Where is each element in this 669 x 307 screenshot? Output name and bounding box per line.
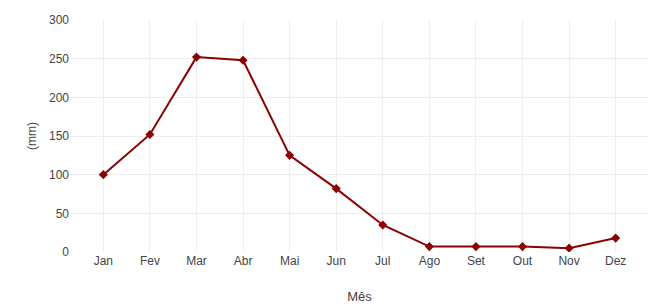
svg-text:Jan: Jan — [94, 254, 113, 268]
svg-text:(mm): (mm) — [25, 122, 39, 150]
svg-text:250: 250 — [49, 52, 69, 66]
svg-text:150: 150 — [49, 129, 69, 143]
svg-text:50: 50 — [56, 207, 70, 221]
svg-text:Mês: Mês — [347, 289, 372, 304]
svg-text:Jun: Jun — [327, 254, 346, 268]
svg-text:Nov: Nov — [558, 254, 579, 268]
svg-text:Ago: Ago — [419, 254, 441, 268]
svg-text:Fev: Fev — [140, 254, 160, 268]
svg-text:100: 100 — [49, 168, 69, 182]
svg-text:0: 0 — [62, 245, 69, 259]
svg-text:Mar: Mar — [186, 254, 207, 268]
svg-text:Jul: Jul — [375, 254, 390, 268]
svg-text:Out: Out — [513, 254, 533, 268]
svg-text:Mai: Mai — [280, 254, 299, 268]
svg-text:Abr: Abr — [234, 254, 253, 268]
svg-text:Dez: Dez — [605, 254, 626, 268]
svg-text:Set: Set — [467, 254, 486, 268]
svg-text:300: 300 — [49, 13, 69, 27]
svg-text:200: 200 — [49, 91, 69, 105]
